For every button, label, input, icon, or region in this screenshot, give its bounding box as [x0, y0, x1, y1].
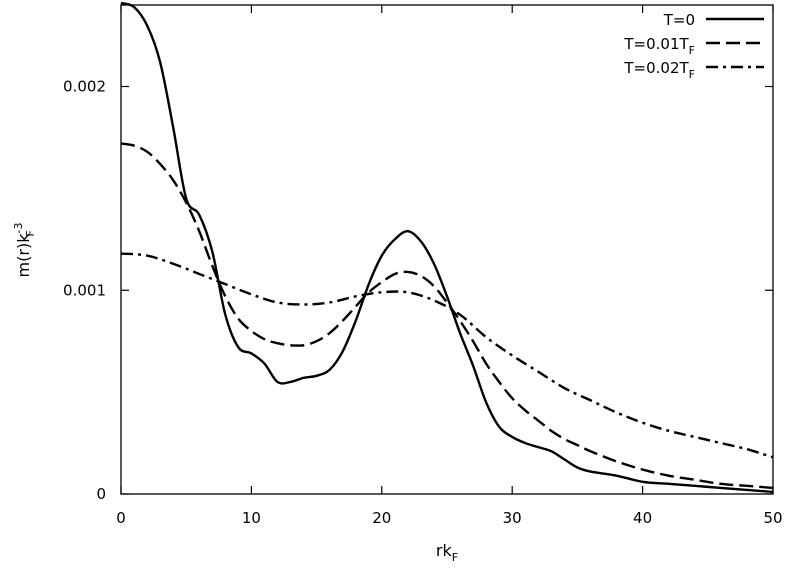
- plot-frame: [120, 4, 774, 495]
- x-tick-label: 50: [763, 509, 782, 527]
- x-tick-label: 30: [503, 509, 522, 527]
- x-axis-label: rkF: [436, 541, 458, 564]
- legend-label-1: T=0: [663, 11, 695, 29]
- x-tick-label: 0: [116, 509, 126, 527]
- series-line-1: [120, 1, 774, 494]
- x-tick-label: 40: [633, 509, 652, 527]
- y-tick-label: 0: [96, 485, 106, 503]
- x-tick-label: 10: [242, 509, 261, 527]
- y-axis-label: m(r)k-3F: [12, 223, 37, 278]
- series-group: [120, 1, 774, 494]
- y-tick-label: 0.001: [63, 281, 106, 299]
- legend-label-2: T=0.01TF: [623, 35, 695, 57]
- legend-label-3: T=0.02TF: [623, 59, 695, 81]
- series-line-2: [120, 142, 774, 490]
- axis-ticks: 0 10 20 30 40 50 0 0.001 0.002: [63, 5, 783, 527]
- series-line-3: [120, 252, 774, 459]
- y-tick-label: 0.002: [63, 78, 106, 96]
- x-tick-label: 20: [372, 509, 391, 527]
